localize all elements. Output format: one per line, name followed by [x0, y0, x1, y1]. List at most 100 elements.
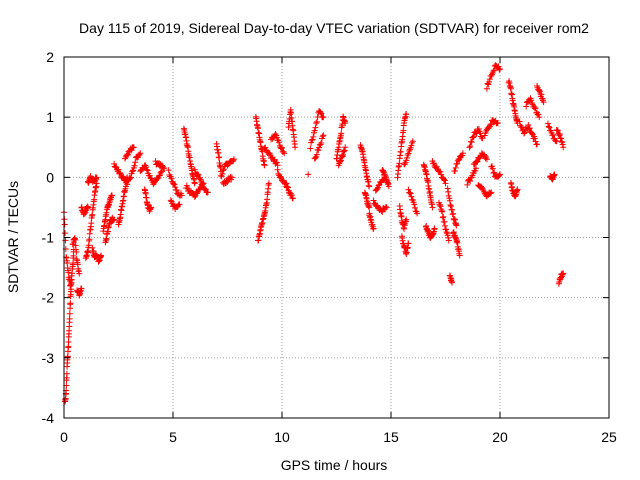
data-point [195, 171, 202, 178]
data-point [494, 120, 501, 127]
data-point [438, 207, 445, 214]
data-point [65, 339, 72, 346]
data-point [474, 158, 481, 165]
data-point [486, 76, 493, 83]
data-point [488, 121, 495, 128]
data-point [123, 152, 130, 159]
data-point [467, 138, 474, 145]
data-point [66, 310, 73, 317]
data-point [438, 171, 445, 178]
data-point [407, 190, 414, 197]
data-point [273, 159, 280, 166]
data-point [559, 141, 566, 148]
data-point [194, 171, 201, 178]
data-point [456, 252, 463, 259]
data-point [204, 189, 211, 196]
data-point [374, 185, 381, 192]
data-point [274, 166, 281, 173]
data-point [86, 236, 93, 243]
data-point [453, 222, 460, 229]
data-point [470, 134, 477, 141]
data-point [148, 204, 155, 211]
data-point [464, 181, 471, 188]
data-point [446, 197, 453, 204]
data-point [308, 137, 315, 144]
data-point [488, 189, 495, 196]
data-point [341, 147, 348, 154]
data-point [443, 229, 450, 236]
x-tick-label: 5 [169, 429, 177, 445]
data-point [487, 190, 494, 197]
data-point [558, 135, 565, 142]
data-point [396, 160, 403, 167]
data-point [441, 176, 448, 183]
data-point [485, 81, 492, 88]
data-point [447, 203, 454, 210]
data-point [406, 189, 413, 196]
data-point [93, 174, 100, 181]
data-point [459, 150, 466, 157]
data-point [340, 151, 347, 158]
data-point [313, 151, 320, 158]
data-point [528, 97, 535, 104]
data-point [143, 166, 150, 173]
data-point [308, 139, 315, 146]
data-point [469, 172, 476, 179]
data-point [403, 157, 410, 164]
data-point [430, 160, 437, 167]
data-point [318, 110, 325, 117]
data-point [449, 206, 456, 213]
data-point [273, 134, 280, 141]
data-point [489, 165, 496, 172]
data-point [64, 353, 71, 360]
data-point [445, 234, 452, 241]
data-point [265, 151, 272, 158]
data-point [130, 167, 137, 174]
data-point [103, 236, 110, 243]
data-point [556, 131, 563, 138]
data-point [554, 127, 561, 134]
data-point [292, 144, 299, 151]
y-tick-label: -2 [42, 290, 55, 306]
data-point [130, 144, 137, 151]
data-point [312, 124, 319, 131]
data-point [67, 300, 74, 307]
data-point [437, 203, 444, 210]
data-point [340, 148, 347, 155]
data-point [228, 174, 235, 181]
data-point [219, 170, 226, 177]
data-point [382, 203, 389, 210]
data-point [271, 156, 278, 163]
data-point [366, 204, 373, 211]
data-point [68, 286, 75, 293]
data-point [319, 133, 326, 140]
data-point [437, 201, 444, 208]
data-point [445, 237, 452, 244]
data-point [276, 139, 283, 146]
data-point [442, 180, 449, 187]
data-point [544, 120, 551, 127]
data-point [431, 225, 438, 232]
data-point [467, 143, 474, 150]
data-point [170, 180, 177, 187]
data-point [68, 276, 75, 283]
data-point [173, 186, 180, 193]
data-point [317, 109, 324, 116]
data-point [558, 138, 565, 145]
data-point [440, 213, 447, 220]
data-point [191, 180, 198, 187]
data-point [88, 220, 95, 227]
data-point [220, 167, 227, 174]
data-point [76, 270, 83, 277]
data-point [560, 270, 567, 277]
data-point [284, 184, 291, 191]
data-point [185, 186, 192, 193]
data-point [441, 218, 448, 225]
data-point [157, 169, 164, 176]
data-point [473, 159, 480, 166]
x-tick-label: 15 [383, 429, 399, 445]
data-point [483, 85, 490, 92]
data-point [277, 173, 284, 180]
data-point [372, 201, 379, 208]
